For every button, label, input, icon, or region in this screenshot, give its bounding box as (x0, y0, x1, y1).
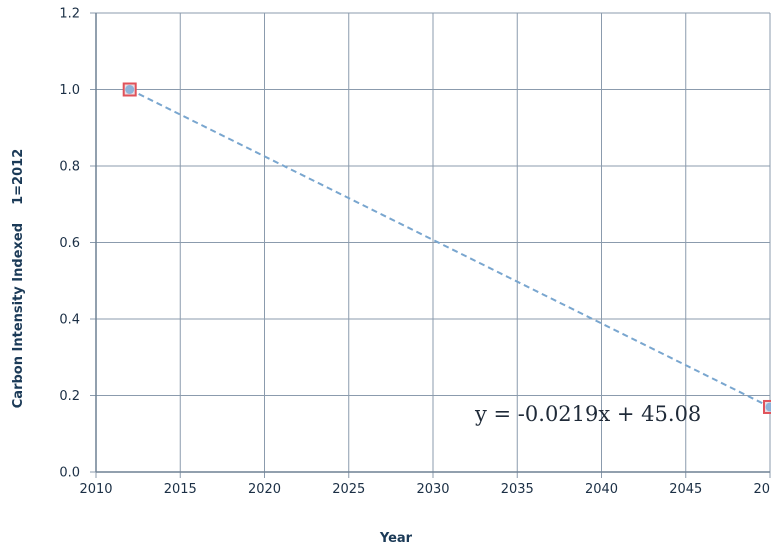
x-tick-label: 2030 (416, 482, 449, 497)
tick-labels: 2010 2015 2020 2025 2030 2035 2040 2045 2050 0.0 0… (59, 7, 771, 498)
trendline (129, 88, 771, 408)
y-tick-label: 1.0 (59, 83, 80, 98)
x-tick-label: 2045 (669, 482, 702, 497)
x-tick-label: 2050 (753, 482, 771, 497)
y-tick-label: 1.2 (59, 7, 80, 22)
data-point (765, 402, 771, 412)
y-tick-label: 0.4 (59, 313, 80, 328)
y-tick-label: 0.8 (59, 160, 80, 175)
x-tick-label: 2015 (164, 482, 197, 497)
x-tick-label: 2025 (332, 482, 365, 497)
x-tick-label: 2040 (585, 482, 618, 497)
y-tick-label: 0.6 (59, 236, 80, 251)
axes (95, 13, 770, 473)
x-tick-label: 2010 (79, 482, 112, 497)
data-points (122, 82, 771, 414)
trendline-layer (129, 88, 771, 408)
y-axis-title: Carbon Intensity Indexed 1=2012 (11, 149, 26, 408)
x-tick-label: 2035 (501, 482, 534, 497)
data-point (125, 85, 135, 94)
y-tick-label: 0.0 (59, 466, 80, 481)
grid (90, 12, 771, 478)
y-tick-label: 0.2 (59, 389, 80, 404)
trendline-equation: y = -0.0219x + 45.08 (474, 402, 701, 426)
x-tick-label: 2020 (248, 482, 281, 497)
x-axis-title: Year (379, 531, 413, 546)
